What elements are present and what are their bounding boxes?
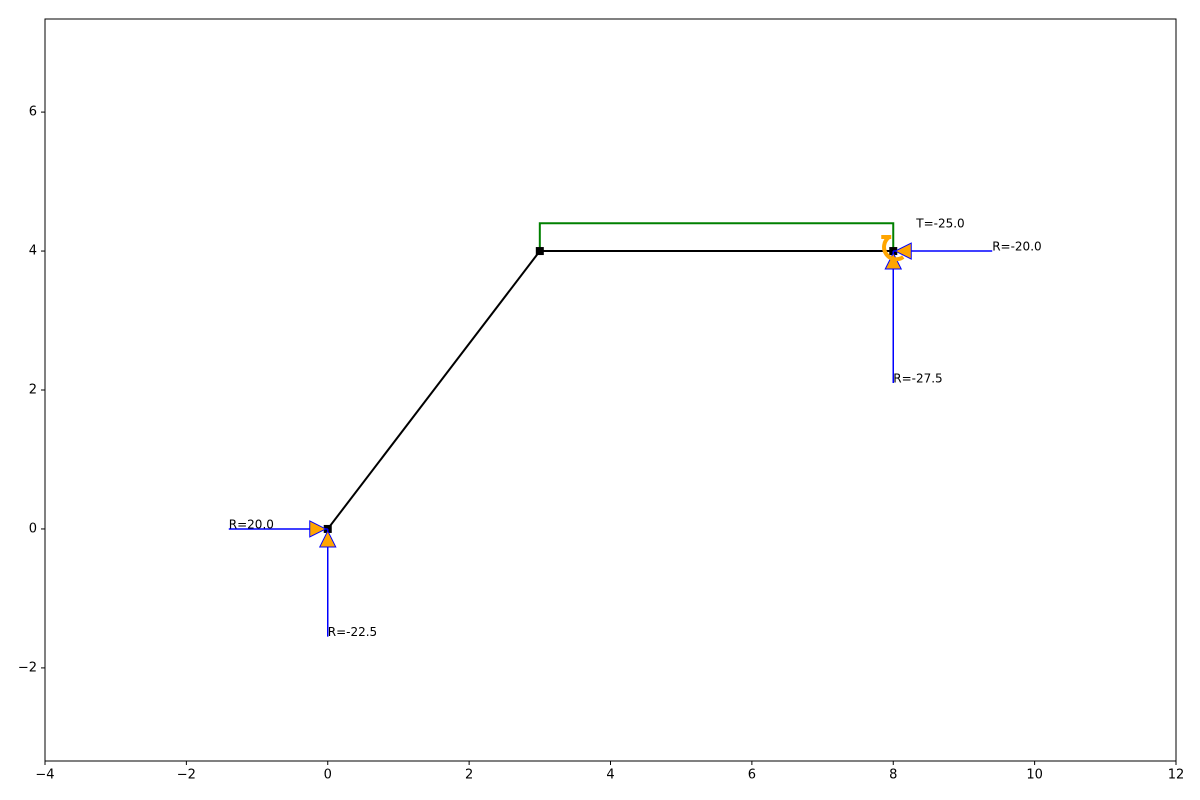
x-tick-label: −4 [35, 768, 54, 783]
x-tick-label: −2 [177, 768, 196, 783]
x-tick-label: 10 [1026, 768, 1043, 783]
x-tick-label: 6 [748, 768, 756, 783]
x-tick-label: 4 [606, 768, 614, 783]
support-triangle [309, 520, 327, 538]
x-tick-label: 0 [324, 768, 332, 783]
support-triangle [894, 242, 912, 260]
x-tick-label: 8 [889, 768, 897, 783]
reaction-label: R=-27.5 [893, 372, 942, 386]
diagram-line [538, 222, 895, 252]
support-triangle [318, 529, 337, 548]
member [326, 250, 541, 530]
reaction-label: R=-22.5 [328, 625, 377, 639]
moment-label: T=-25.0 [915, 217, 964, 231]
x-tick-label: 2 [465, 768, 473, 783]
node [535, 247, 544, 256]
plot-frame [44, 18, 1177, 762]
moment-symbol [881, 235, 905, 262]
y-tick-label: −2 [18, 660, 37, 675]
y-tick-label: 0 [29, 521, 37, 536]
x-tick-label: 12 [1168, 768, 1185, 783]
y-tick-label: 6 [29, 105, 37, 120]
reaction-label: R=20.0 [229, 517, 274, 531]
y-tick-label: 4 [29, 244, 37, 259]
y-tick-label: 2 [29, 383, 37, 398]
reaction-label: R=-20.0 [992, 240, 1041, 254]
